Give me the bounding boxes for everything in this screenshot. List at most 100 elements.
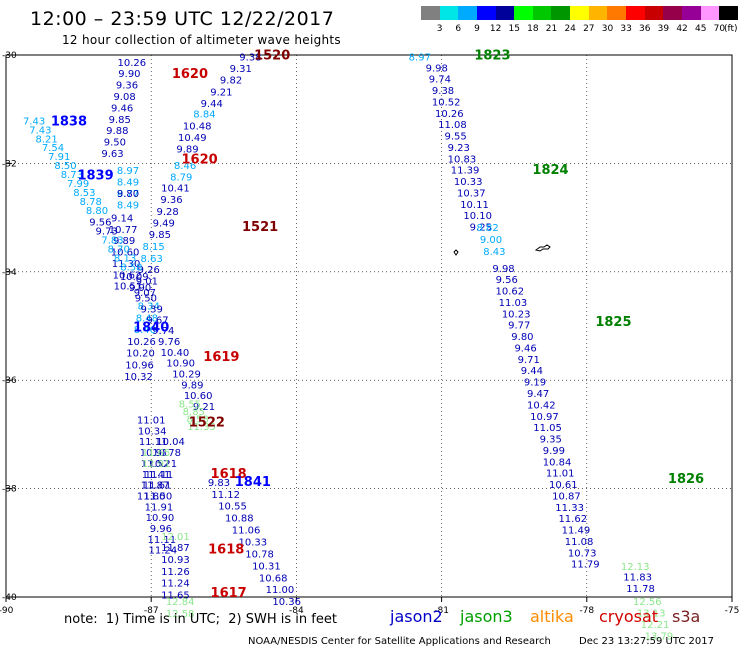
wave-height-value: 8.58 xyxy=(120,262,142,273)
wave-height-value: 7.83 xyxy=(101,236,123,247)
wave-height-value: 11.11 xyxy=(145,470,174,481)
wave-height-value: 9.80 xyxy=(511,332,533,343)
wave-height-value: 8.77 xyxy=(117,189,139,200)
wave-height-value: 10.04 xyxy=(156,437,185,448)
wave-height-value: 10.33 xyxy=(239,538,268,549)
wave-height-value: 9.85 xyxy=(109,115,131,126)
wave-height-value: 8.85 xyxy=(183,407,205,418)
wave-height-value: 11.52 xyxy=(141,459,170,470)
wave-height-value: 11.65 xyxy=(142,448,171,459)
wave-height-value: 11.01 xyxy=(137,416,166,427)
wave-height-value: 12.21 xyxy=(641,620,670,631)
wave-height-value: 9.80 xyxy=(117,189,139,200)
footer-note: note: 1) Time is in UTC; 2) SWH is in fe… xyxy=(64,612,337,627)
wave-height-value: 12.56 xyxy=(633,597,662,608)
wave-height-value: 10.41 xyxy=(161,184,190,195)
wave-height-value: 9.89 xyxy=(181,380,203,391)
wave-height-value: 10.49 xyxy=(178,133,207,144)
wave-height-value: 9.74 xyxy=(429,75,451,86)
legend-swatch xyxy=(663,6,682,20)
wave-height-value: 9.76 xyxy=(158,337,180,348)
legend-label: 27 xyxy=(583,24,595,34)
wave-height-value: 11.87 xyxy=(141,481,170,492)
wave-height-value: 9.00 xyxy=(480,235,502,246)
legend-swatch xyxy=(644,6,664,20)
page-subtitle: 12 hour collection of altimeter wave hei… xyxy=(62,33,341,47)
wave-height-legend: 3 6 9 12 15 18 21 24 27 30 33 36 39 42 45 70 (ft) xyxy=(421,6,738,36)
x-tick-label: -81 xyxy=(434,606,449,616)
wave-height-value: 10.83 xyxy=(448,154,477,165)
satellite-name-cryosat: cryosat xyxy=(599,607,659,626)
wave-height-value: 10.26 xyxy=(118,58,147,69)
wave-height-value: 8.73 xyxy=(61,170,83,181)
pass-time-label: 1520 xyxy=(254,48,290,63)
wave-height-value: 8.97 xyxy=(409,52,431,63)
pass-time-label: 1838 xyxy=(51,114,87,129)
pass-time-label: 1522 xyxy=(189,415,225,430)
wave-height-value: 9.56 xyxy=(496,275,518,286)
wave-height-value: 11.30 xyxy=(112,259,141,270)
wave-height-value: 10.61 xyxy=(549,480,578,491)
wave-height-value: 10.31 xyxy=(252,561,281,572)
wave-height-value: 9.50 xyxy=(135,294,157,305)
pass-time-label: 1620 xyxy=(182,152,218,167)
wave-height-value: 11.06 xyxy=(232,526,261,537)
wave-height-value: 8.46 xyxy=(134,325,156,336)
legend-label: 9 xyxy=(474,24,480,34)
wave-height-value: 9.55 xyxy=(445,132,467,143)
wave-height-value: 9.98 xyxy=(426,63,448,74)
wave-height-value: 10.33 xyxy=(454,177,483,188)
wave-height-value: 8.55 xyxy=(179,399,201,410)
page-title: 12:00 – 23:59 UTC 12/22/2017 xyxy=(30,8,335,30)
wave-height-value: 9.74 xyxy=(152,326,174,337)
wave-height-value: 8.70 xyxy=(108,245,130,256)
wave-height-value: 11.79 xyxy=(571,560,600,571)
credit-text: NOAA/NESDIS Center for Satellite Applica… xyxy=(248,636,551,647)
legend-label: 6 xyxy=(455,24,462,34)
wave-height-value: 10.68 xyxy=(259,573,288,584)
legend-swatch xyxy=(514,6,533,20)
wave-height-value: 7.54 xyxy=(42,143,64,154)
legend-swatch xyxy=(700,6,720,20)
wave-height-value: 9.35 xyxy=(540,435,562,446)
pass-time-label: 1617 xyxy=(211,586,247,601)
wave-height-value: 9.31 xyxy=(230,64,252,75)
wave-height-value: 10.62 xyxy=(496,287,525,298)
legend-label: 42 xyxy=(676,24,688,34)
wave-height-value: 9.88 xyxy=(106,126,128,137)
x-tick-label: -90 xyxy=(0,606,14,616)
wave-height-value: 10.78 xyxy=(245,549,274,560)
wave-height-value: 10.55 xyxy=(218,502,247,513)
satellite-name-jason2: jason2 xyxy=(390,607,443,626)
wave-height-value: 9.89 xyxy=(113,236,135,247)
wave-height-value: 9.49 xyxy=(153,219,175,230)
x-tick-label: -78 xyxy=(579,606,594,616)
wave-height-value: 12.01 xyxy=(161,532,190,543)
legend-label: 39 xyxy=(657,24,670,34)
legend-swatch xyxy=(495,6,515,20)
wave-height-value: 8.49 xyxy=(117,200,139,211)
wave-height-value: 10.48 xyxy=(183,121,212,132)
wave-height-value: 9.73 xyxy=(96,227,118,238)
wave-height-value: 11.03 xyxy=(499,298,528,309)
wave-height-value: 8.63 xyxy=(141,254,163,265)
wave-height-value: 9.90 xyxy=(118,69,140,80)
generation-timestamp: Dec 23 13:27:59 UTC 2017 xyxy=(579,636,714,647)
x-tick-label: -84 xyxy=(289,606,304,616)
legend-label: 70 xyxy=(713,24,726,34)
wave-height-value: 8.80 xyxy=(86,206,108,217)
wave-height-value: 8.48 xyxy=(136,313,158,324)
legend-swatch xyxy=(719,6,738,20)
legend-swatch xyxy=(439,6,459,20)
wave-height-value: 10.36 xyxy=(272,597,301,608)
wave-height-value: 11.65 xyxy=(161,591,190,602)
wave-height-value: 9.26 xyxy=(138,265,160,276)
wave-height-value: 12.58 xyxy=(166,609,195,620)
wave-height-value: 10.40 xyxy=(161,348,190,359)
legend-swatch xyxy=(532,6,552,20)
wave-height-value: 8.46 xyxy=(174,161,196,172)
satellite-name-s3a: s3a xyxy=(672,607,701,626)
wave-height-value: 9.85 xyxy=(149,230,171,241)
wave-height-value: 10.93 xyxy=(161,555,190,566)
y-tick-label: -30 xyxy=(2,51,17,61)
